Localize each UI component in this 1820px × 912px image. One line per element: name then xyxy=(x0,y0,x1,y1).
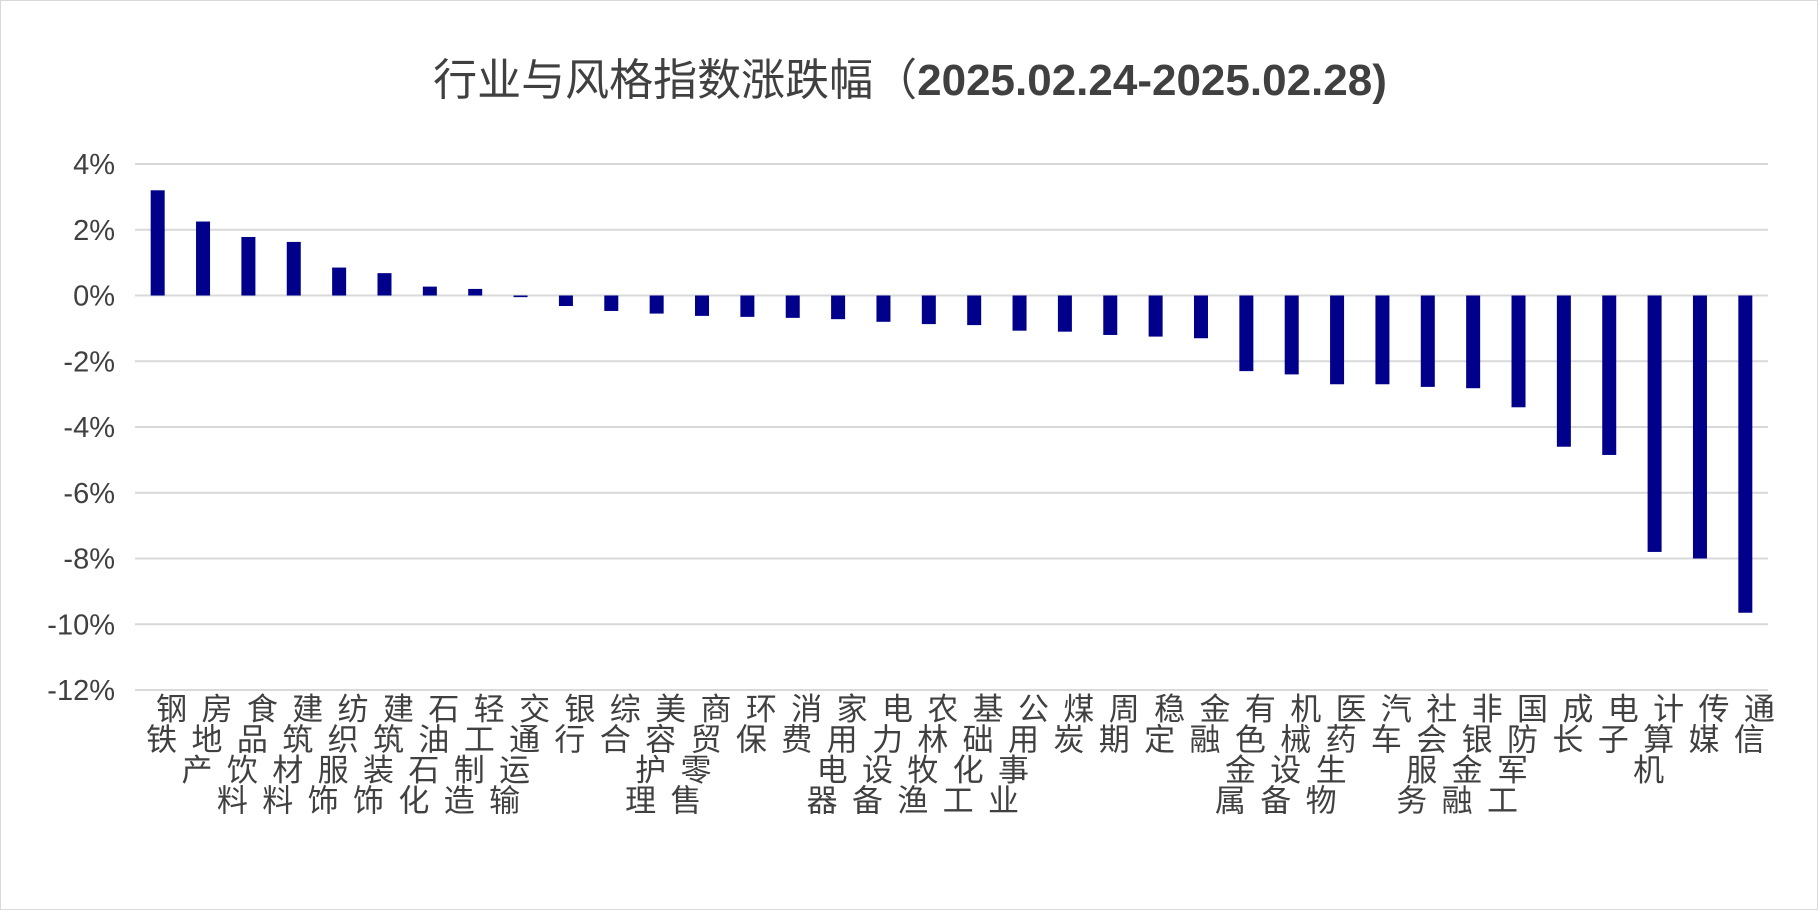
x-category-label: 交通运输 xyxy=(489,692,550,820)
x-category-label: 非银金融 xyxy=(1442,692,1503,820)
x-category-label: 机械设备 xyxy=(1260,692,1321,820)
y-tick-label: 0% xyxy=(73,281,115,313)
x-category-label: 煤炭 xyxy=(1053,692,1094,759)
bar xyxy=(967,295,982,326)
bar xyxy=(241,236,256,296)
x-category-label: 周期 xyxy=(1099,692,1140,759)
bar xyxy=(286,241,301,296)
bar xyxy=(1420,295,1435,387)
bar xyxy=(1556,295,1571,447)
x-category-label: 环保 xyxy=(736,692,777,759)
x-category-label: 国防军工 xyxy=(1487,692,1548,820)
x-category-label: 公用事业 xyxy=(988,692,1049,820)
x-category-label: 食品饮料 xyxy=(217,692,278,820)
bar xyxy=(513,295,528,298)
y-tick-label: -2% xyxy=(63,346,115,378)
y-tick-label: -4% xyxy=(63,412,115,444)
x-category-label: 计算机 xyxy=(1633,692,1684,789)
bar xyxy=(377,273,392,296)
x-category-label: 稳定 xyxy=(1144,692,1185,759)
x-category-label: 汽车 xyxy=(1371,692,1412,759)
y-tick-label: -8% xyxy=(63,544,115,576)
y-tick-label: -10% xyxy=(47,609,115,641)
chart-title-text: 行业与风格指数涨跌幅（ xyxy=(433,55,918,106)
bar xyxy=(150,190,165,296)
y-tick-label: -6% xyxy=(63,478,115,510)
bar xyxy=(422,286,437,296)
x-category-label: 美容护理 xyxy=(625,692,686,820)
bar xyxy=(876,295,891,322)
x-category-label: 商贸零售 xyxy=(671,692,732,820)
bar xyxy=(1239,295,1254,372)
chart-title: 行业与风格指数涨跌幅（2025.02.24-2025.02.28) xyxy=(0,44,1820,108)
bar xyxy=(921,295,936,325)
bar xyxy=(1375,295,1390,385)
x-category-label: 农林牧渔 xyxy=(897,692,958,820)
bar xyxy=(740,295,755,317)
bar xyxy=(468,288,483,296)
y-tick-label: 2% xyxy=(73,215,115,247)
x-category-label: 银行 xyxy=(554,692,595,759)
bar xyxy=(1193,295,1208,339)
x-category-label: 房地产 xyxy=(182,692,233,789)
bar xyxy=(1057,295,1072,332)
bar xyxy=(1692,295,1707,559)
x-category-label: 有色金属 xyxy=(1215,692,1276,820)
bar xyxy=(1012,295,1027,331)
bar xyxy=(558,295,573,307)
x-category-label: 建筑装饰 xyxy=(353,692,414,820)
x-category-label: 建筑材料 xyxy=(262,692,323,820)
x-axis-category-labels: 钢铁房地产食品饮料建筑材料纺织服饰建筑装饰石油石化轻工制造交通运输银行综合美容护… xyxy=(146,692,1775,820)
x-category-label: 钢铁 xyxy=(146,692,187,759)
x-category-label: 医药生物 xyxy=(1306,692,1367,820)
bar xyxy=(1330,295,1345,385)
x-category-label: 传媒 xyxy=(1688,692,1729,759)
bar xyxy=(196,221,211,296)
bar xyxy=(1284,295,1299,375)
x-category-label: 基础化工 xyxy=(943,692,1004,820)
bar xyxy=(1738,295,1753,613)
bar xyxy=(695,295,710,316)
bar xyxy=(649,295,664,314)
x-category-label: 社会服务 xyxy=(1396,692,1457,820)
x-category-label: 石油石化 xyxy=(398,692,459,820)
y-axis-tick-labels: 4% 2% 0% -2% -4% -6% -8% -10% -12% xyxy=(47,149,115,707)
y-tick-label: 4% xyxy=(73,149,115,181)
bars xyxy=(150,190,1753,613)
bar xyxy=(1511,295,1526,408)
bar xyxy=(604,295,619,311)
bar xyxy=(1647,295,1662,552)
bar xyxy=(332,267,347,296)
x-category-label: 成长 xyxy=(1552,692,1593,759)
bar xyxy=(1602,295,1617,455)
x-category-label: 电子 xyxy=(1598,692,1639,759)
x-category-label: 通信 xyxy=(1734,692,1775,759)
x-category-label: 轻工制造 xyxy=(444,692,505,820)
x-category-label: 消费 xyxy=(781,692,822,759)
bar xyxy=(1148,295,1163,337)
x-category-label: 金融 xyxy=(1189,692,1230,759)
bar xyxy=(785,295,800,318)
x-category-label: 家用电器 xyxy=(807,692,868,820)
bar xyxy=(831,295,846,320)
x-category-label: 综合 xyxy=(600,692,641,759)
x-category-label: 纺织服饰 xyxy=(308,692,369,820)
bar xyxy=(1103,295,1118,335)
gridlines xyxy=(135,163,1768,691)
x-category-label: 电力设备 xyxy=(852,692,913,820)
chart-title-dates: 2025.02.24-2025.02.28) xyxy=(917,56,1387,105)
y-tick-label: -12% xyxy=(47,675,115,707)
bar xyxy=(1466,295,1481,389)
